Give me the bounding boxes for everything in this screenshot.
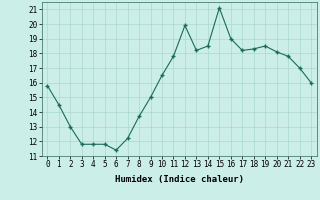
X-axis label: Humidex (Indice chaleur): Humidex (Indice chaleur) xyxy=(115,175,244,184)
